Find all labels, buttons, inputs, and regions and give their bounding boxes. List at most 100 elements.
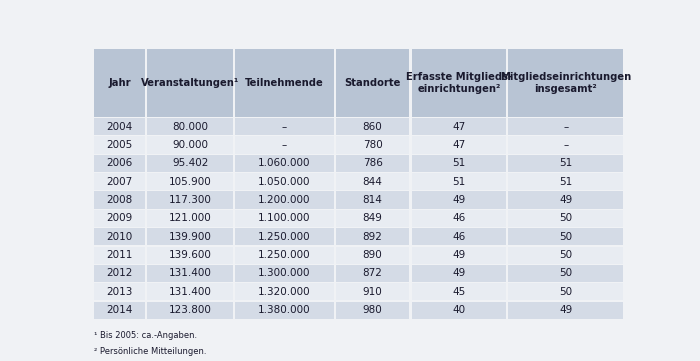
Bar: [145, 173, 147, 190]
Bar: [334, 173, 336, 190]
Text: 2006: 2006: [106, 158, 133, 168]
Text: 2010: 2010: [106, 232, 133, 242]
Bar: [94, 300, 624, 301]
Text: 80.000: 80.000: [172, 122, 208, 132]
Text: 139.900: 139.900: [169, 232, 211, 242]
Text: 1.050.000: 1.050.000: [258, 177, 311, 187]
Text: 47: 47: [452, 122, 466, 132]
Bar: [94, 117, 624, 118]
Bar: [506, 155, 508, 172]
Text: 50: 50: [559, 232, 573, 242]
Bar: [233, 301, 235, 319]
Text: 95.402: 95.402: [172, 158, 209, 168]
Bar: [506, 265, 508, 282]
Bar: [506, 247, 508, 264]
Text: 2013: 2013: [106, 287, 133, 297]
Bar: [145, 228, 147, 245]
Bar: [334, 210, 336, 227]
Bar: [94, 247, 624, 264]
Text: –: –: [282, 122, 287, 132]
Text: 1.300.000: 1.300.000: [258, 269, 311, 278]
Bar: [506, 228, 508, 245]
Bar: [94, 227, 624, 228]
Text: 51: 51: [559, 158, 573, 168]
Bar: [410, 228, 412, 245]
Bar: [145, 301, 147, 319]
Text: 2004: 2004: [106, 122, 133, 132]
Text: Mitgliedseinrichtungen
insgesamt²: Mitgliedseinrichtungen insgesamt²: [500, 72, 631, 94]
Text: 105.900: 105.900: [169, 177, 211, 187]
Text: 47: 47: [452, 140, 466, 150]
Bar: [145, 155, 147, 172]
Text: 844: 844: [363, 177, 382, 187]
Bar: [94, 118, 624, 135]
Text: 90.000: 90.000: [172, 140, 208, 150]
Text: 814: 814: [363, 195, 382, 205]
Text: 1.060.000: 1.060.000: [258, 158, 311, 168]
Text: –: –: [564, 122, 568, 132]
Bar: [506, 118, 508, 135]
Bar: [233, 49, 235, 117]
Text: 872: 872: [363, 269, 382, 278]
Bar: [506, 49, 508, 117]
Bar: [233, 136, 235, 154]
Bar: [233, 228, 235, 245]
Text: 45: 45: [452, 287, 466, 297]
Bar: [334, 247, 336, 264]
Text: 139.600: 139.600: [169, 250, 211, 260]
Bar: [233, 118, 235, 135]
Text: 51: 51: [452, 158, 466, 168]
Text: 1.250.000: 1.250.000: [258, 250, 311, 260]
Text: 49: 49: [559, 305, 573, 315]
Text: 117.300: 117.300: [169, 195, 211, 205]
Text: 892: 892: [363, 232, 382, 242]
Bar: [94, 155, 624, 172]
Text: 121.000: 121.000: [169, 213, 211, 223]
Bar: [94, 49, 624, 117]
Bar: [94, 172, 624, 173]
Bar: [94, 209, 624, 210]
Bar: [94, 154, 624, 155]
Bar: [334, 283, 336, 300]
Bar: [145, 210, 147, 227]
Text: Veranstaltungen¹: Veranstaltungen¹: [141, 78, 239, 88]
Bar: [334, 136, 336, 154]
Bar: [233, 283, 235, 300]
Bar: [410, 265, 412, 282]
Text: 123.800: 123.800: [169, 305, 211, 315]
Bar: [94, 210, 624, 227]
Bar: [410, 155, 412, 172]
Bar: [94, 190, 624, 191]
Text: 51: 51: [452, 177, 466, 187]
Text: 131.400: 131.400: [169, 287, 211, 297]
Text: 49: 49: [559, 195, 573, 205]
Text: 2011: 2011: [106, 250, 133, 260]
Text: 890: 890: [363, 250, 382, 260]
Bar: [233, 191, 235, 209]
Text: 786: 786: [363, 158, 382, 168]
Bar: [94, 282, 624, 283]
Bar: [94, 265, 624, 282]
Text: 2014: 2014: [106, 305, 133, 315]
Bar: [334, 155, 336, 172]
Text: 49: 49: [452, 250, 466, 260]
Text: 46: 46: [452, 213, 466, 223]
Bar: [233, 247, 235, 264]
Text: 980: 980: [363, 305, 382, 315]
Bar: [410, 191, 412, 209]
Bar: [410, 247, 412, 264]
Text: ¹ Bis 2005: ca.-Angaben.: ¹ Bis 2005: ca.-Angaben.: [94, 331, 197, 340]
Text: 2008: 2008: [106, 195, 133, 205]
Bar: [94, 228, 624, 245]
Text: 849: 849: [363, 213, 382, 223]
Text: 50: 50: [559, 213, 573, 223]
Text: 1.250.000: 1.250.000: [258, 232, 311, 242]
Text: 860: 860: [363, 122, 382, 132]
Text: 1.320.000: 1.320.000: [258, 287, 311, 297]
Bar: [410, 49, 412, 117]
Bar: [410, 301, 412, 319]
Bar: [506, 136, 508, 154]
Text: 2007: 2007: [106, 177, 133, 187]
Bar: [334, 228, 336, 245]
Bar: [94, 191, 624, 209]
